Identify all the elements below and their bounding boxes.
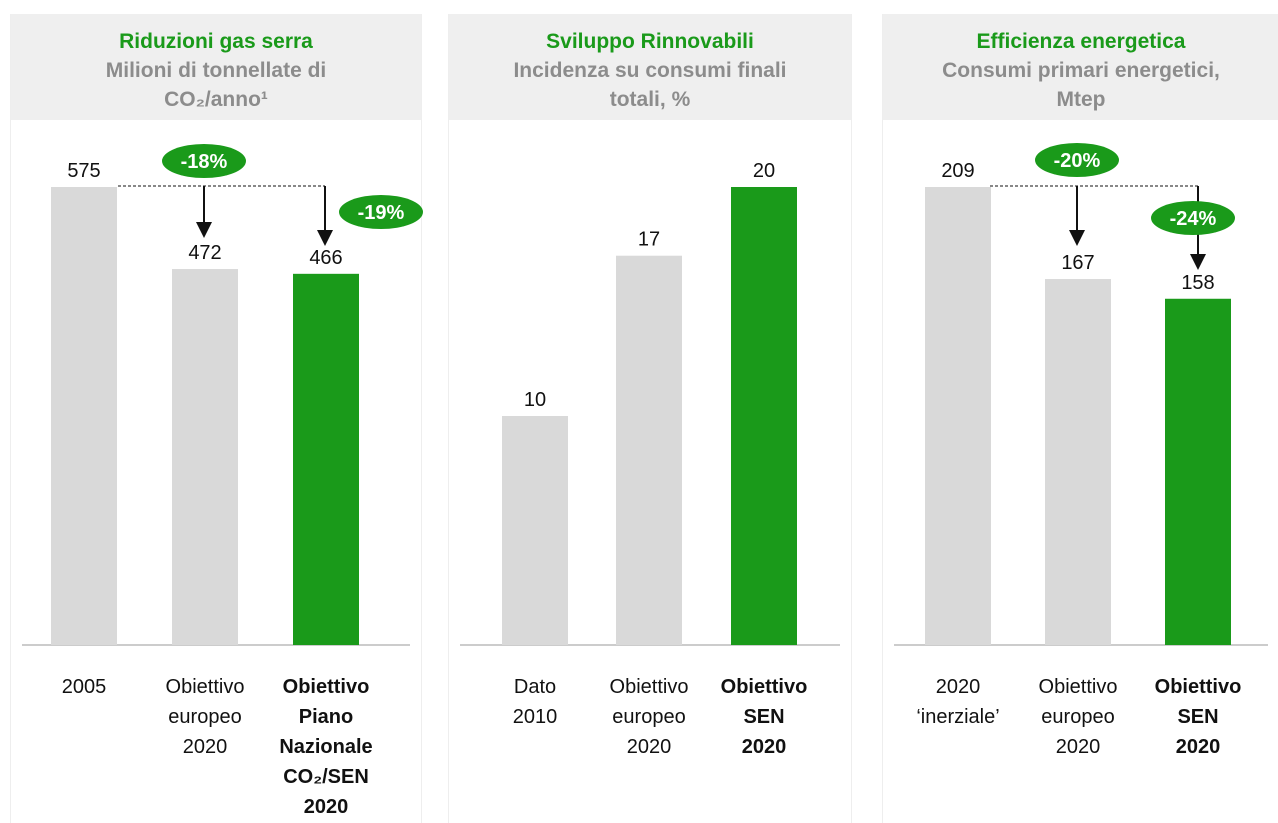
annotation-badge [339,195,423,229]
bar [172,269,238,645]
value-label: 209 [941,160,974,182]
category-label: Dato 2010 [512,676,558,728]
bar [731,187,797,645]
bar [1165,298,1231,645]
annotation-badge [1035,143,1119,177]
annotation-badge [1151,201,1235,235]
annotation: -20% [1054,150,1101,172]
chart-subtitle: Consumi primari energetici, Mtep [942,59,1220,111]
panel-header: Sviluppo Rinnovabili Incidenza su consumi… [449,14,851,120]
chart-title: Riduzioni gas serra [119,30,313,53]
category-label: Obiettivo europeo 2020 [1038,676,1118,758]
chart-subtitle: Incidenza su consumi finali totali, % [513,59,787,111]
category-label: Obiettivo SEN 2020 [1154,676,1242,758]
category-label: Obiettivo Piano Nazionale CO₂/SEN 2020 [279,676,373,818]
category-label: Obiettivo europeo 2020 [165,676,245,758]
value-label: 10 [524,389,546,411]
bar [502,416,568,645]
annotation: -19% [358,202,405,224]
category-label: 2020 ‘inerziale’ [916,676,1000,728]
category-label: Obiettivo SEN 2020 [720,676,808,758]
value-label: 20 [753,160,775,182]
value-label: 575 [67,160,100,182]
annotation: -18% [181,151,228,173]
category-label: 2005 [61,676,107,698]
chart-title: Sviluppo Rinnovabili [546,30,754,53]
bar [1045,279,1111,645]
value-label: 158 [1181,272,1214,294]
value-label: 466 [309,247,342,269]
bar [293,273,359,645]
annotation-badge [162,144,246,178]
category-label: Obiettivo europeo 2020 [609,676,689,758]
value-label: 472 [188,242,221,264]
annotation: -24% [1170,208,1217,230]
bar [51,187,117,645]
panel-header: Riduzioni gas serra Milioni di tonnellate… [11,14,421,120]
bar [925,187,991,645]
value-label: 17 [638,229,660,251]
chart-subtitle: Milioni di tonnellate di CO₂/anno¹ [105,59,327,111]
chart-title: Efficienza energetica [976,30,1186,53]
panel-header: Efficienza energetica Consumi primari ene… [883,14,1278,120]
bar [616,255,682,645]
value-label: 167 [1061,252,1094,274]
